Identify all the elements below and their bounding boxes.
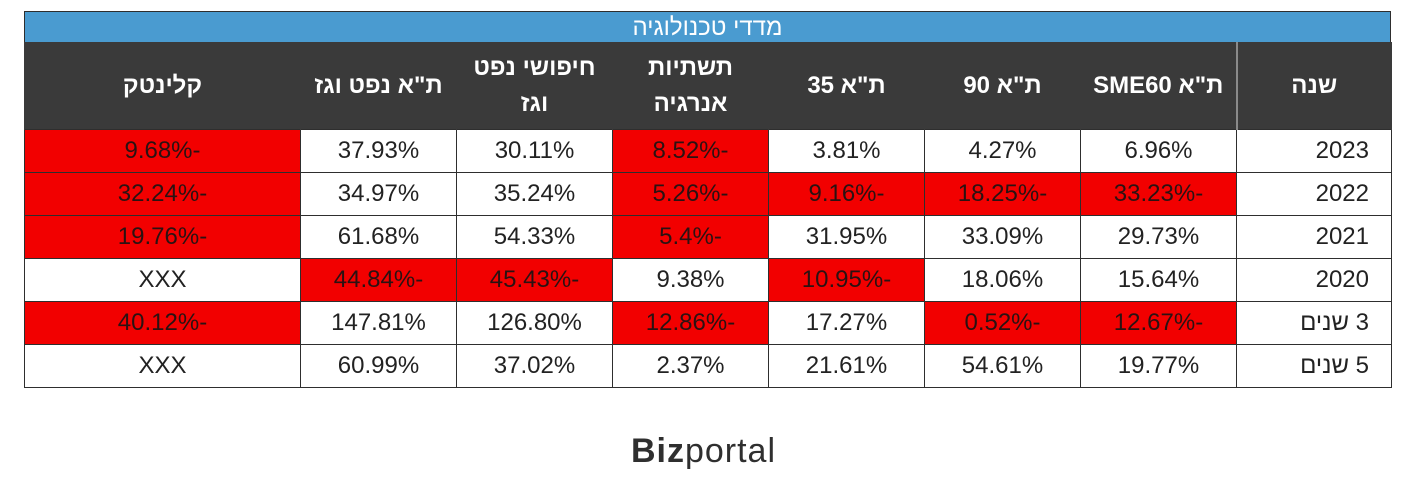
return-cell: 60.99% [300, 344, 457, 388]
return-cell: -19.76% [24, 215, 301, 259]
return-cell: -0.52% [924, 301, 1081, 345]
return-cell: 19.77% [1080, 344, 1237, 388]
column-header: תשתיות אנרגיה [612, 42, 769, 130]
row-period: 2021 [1236, 215, 1392, 259]
return-cell: 126.80% [456, 301, 613, 345]
row-period: 2020 [1236, 258, 1392, 302]
column-header: קלינטק [24, 42, 301, 130]
return-cell: XXX [24, 258, 301, 302]
table-row: 2020 15.64% 18.06% -10.95% 9.38% -45.43% -44.8… [24, 258, 1392, 302]
return-cell: 3.81% [768, 129, 925, 173]
return-cell: -44.84% [300, 258, 457, 302]
return-cell: 30.11% [456, 129, 613, 173]
return-cell: 34.97% [300, 172, 457, 216]
logo-portal: portal [684, 432, 777, 470]
return-cell: 54.33% [456, 215, 613, 259]
return-cell: 54.61% [924, 344, 1081, 388]
column-header: שנה [1235, 42, 1392, 130]
table-row: 5 שנים 19.77% 54.61% 21.61% 2.37% 37.02% 60.99… [24, 344, 1392, 388]
return-cell: 31.95% [768, 215, 925, 259]
table-title: מדדי טכנולוגיה [24, 11, 1391, 42]
row-period: 3 שנים [1236, 301, 1392, 345]
row-period: 2023 [1236, 129, 1392, 173]
return-cell: 147.81% [300, 301, 457, 345]
return-cell: 37.02% [456, 344, 613, 388]
return-cell: -40.12% [24, 301, 301, 345]
return-cell: 21.61% [768, 344, 925, 388]
return-cell: -8.52% [612, 129, 769, 173]
return-cell: 29.73% [1080, 215, 1237, 259]
return-cell: 4.27% [924, 129, 1081, 173]
returns-table: שנה ת"א SME60 ת"א 90 ת"א 35 תשתיות אנרגיה חיפ… [24, 42, 1392, 388]
table-body: 2023 6.96% 4.27% 3.81% -8.52% 30.11% 37.93% -9.… [24, 129, 1392, 388]
return-cell: -45.43% [456, 258, 613, 302]
table-row: 2021 29.73% 33.09% 31.95% -5.4% 54.33% 61.68% -… [24, 215, 1392, 259]
row-period: 5 שנים [1236, 344, 1392, 388]
column-header: ת"א 35 [768, 42, 925, 130]
return-cell: 17.27% [768, 301, 925, 345]
return-cell: -5.4% [612, 215, 769, 259]
return-cell: -18.25% [924, 172, 1081, 216]
return-cell: 15.64% [1080, 258, 1237, 302]
return-cell: 61.68% [300, 215, 457, 259]
header-row: שנה ת"א SME60 ת"א 90 ת"א 35 תשתיות אנרגיה חיפ… [24, 42, 1392, 130]
column-header: ת"א 90 [924, 42, 1081, 130]
return-cell: 9.38% [612, 258, 769, 302]
logo-biz: Biz [630, 432, 685, 470]
return-cell: -33.23% [1080, 172, 1237, 216]
row-period: 2022 [1236, 172, 1392, 216]
returns-table-container: מדדי טכנולוגיה שנה ת"א SME60 ת"א 90 ת"א 35 ת… [24, 11, 1392, 388]
table-row: 3 שנים -12.67% -0.52% 17.27% -12.86% 126.80% 1… [24, 301, 1392, 345]
column-header: ת"א SME60 [1080, 42, 1237, 130]
return-cell: 6.96% [1080, 129, 1237, 173]
return-cell: -32.24% [24, 172, 301, 216]
return-cell: -12.67% [1080, 301, 1237, 345]
return-cell: 18.06% [924, 258, 1081, 302]
column-header: ת"א נפט וגז [300, 42, 457, 130]
return-cell: -5.26% [612, 172, 769, 216]
return-cell: 2.37% [612, 344, 769, 388]
return-cell: 35.24% [456, 172, 613, 216]
table-row: 2022 -33.23% -18.25% -9.16% -5.26% 35.24% 34.9… [24, 172, 1392, 216]
return-cell: -10.95% [768, 258, 925, 302]
return-cell: XXX [24, 344, 301, 388]
table-row: 2023 6.96% 4.27% 3.81% -8.52% 30.11% 37.93% -9.… [24, 129, 1392, 173]
return-cell: 33.09% [924, 215, 1081, 259]
return-cell: -9.16% [768, 172, 925, 216]
column-header: חיפושי נפט וגז [456, 42, 613, 130]
bizportal-logo: Bizportal [0, 432, 1407, 471]
return-cell: -9.68% [24, 129, 301, 173]
return-cell: -12.86% [612, 301, 769, 345]
return-cell: 37.93% [300, 129, 457, 173]
